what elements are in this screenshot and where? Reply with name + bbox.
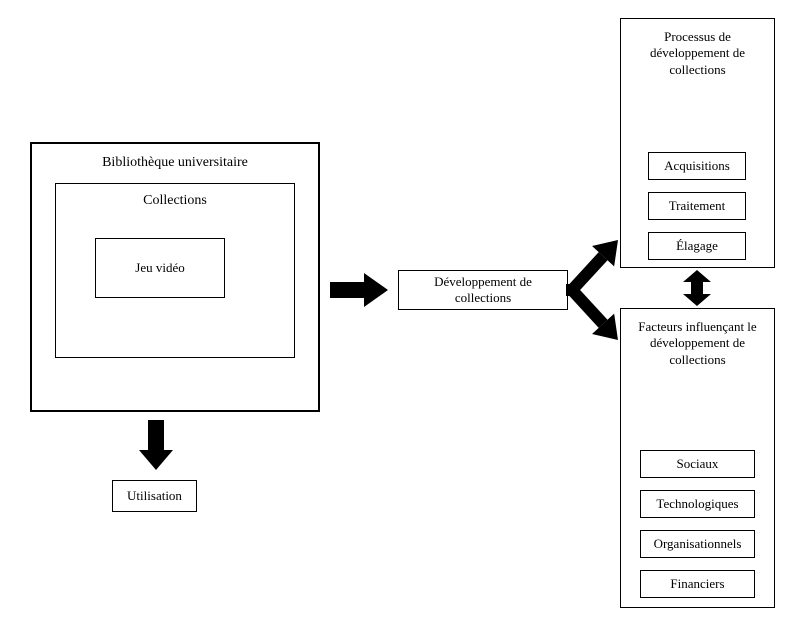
financiers-box: Financiers — [640, 570, 755, 598]
organisationnels-label: Organisationnels — [648, 536, 748, 552]
technologiques-box: Technologiques — [640, 490, 755, 518]
arrow-split-up-shaft — [568, 252, 608, 294]
elagage-label: Élagage — [670, 238, 724, 254]
arrow-split-down-shaft — [568, 286, 608, 328]
elagage-box: Élagage — [648, 232, 746, 260]
arrow-double-vertical-icon — [683, 270, 711, 306]
acquisitions-label: Acquisitions — [658, 158, 736, 174]
organisationnels-box: Organisationnels — [640, 530, 755, 558]
utilisation-label: Utilisation — [121, 488, 188, 504]
utilisation-box: Utilisation — [112, 480, 197, 512]
factors-title: Facteurs influençant le développement de… — [621, 319, 774, 368]
library-title: Bibliothèque universitaire — [96, 154, 254, 172]
financiers-label: Financiers — [664, 576, 730, 592]
arrow-right-icon — [330, 273, 388, 307]
arrow-split-up-head — [592, 240, 618, 266]
dev-collections-label: Développement de collections — [399, 274, 567, 307]
arrow-split-down-head — [592, 314, 618, 340]
videogame-box: Jeu vidéo — [95, 238, 225, 298]
collections-title: Collections — [137, 192, 213, 210]
acquisitions-box: Acquisitions — [648, 152, 746, 180]
technologiques-label: Technologiques — [650, 496, 744, 512]
process-outer-box: Processus de développement de collection… — [620, 18, 775, 268]
sociaux-label: Sociaux — [671, 456, 725, 472]
sociaux-box: Sociaux — [640, 450, 755, 478]
dev-collections-box: Développement de collections — [398, 270, 568, 310]
traitement-label: Traitement — [663, 198, 732, 214]
process-title: Processus de développement de collection… — [621, 29, 774, 78]
arrow-down-icon — [139, 420, 173, 470]
videogame-label: Jeu vidéo — [129, 260, 190, 276]
traitement-box: Traitement — [648, 192, 746, 220]
